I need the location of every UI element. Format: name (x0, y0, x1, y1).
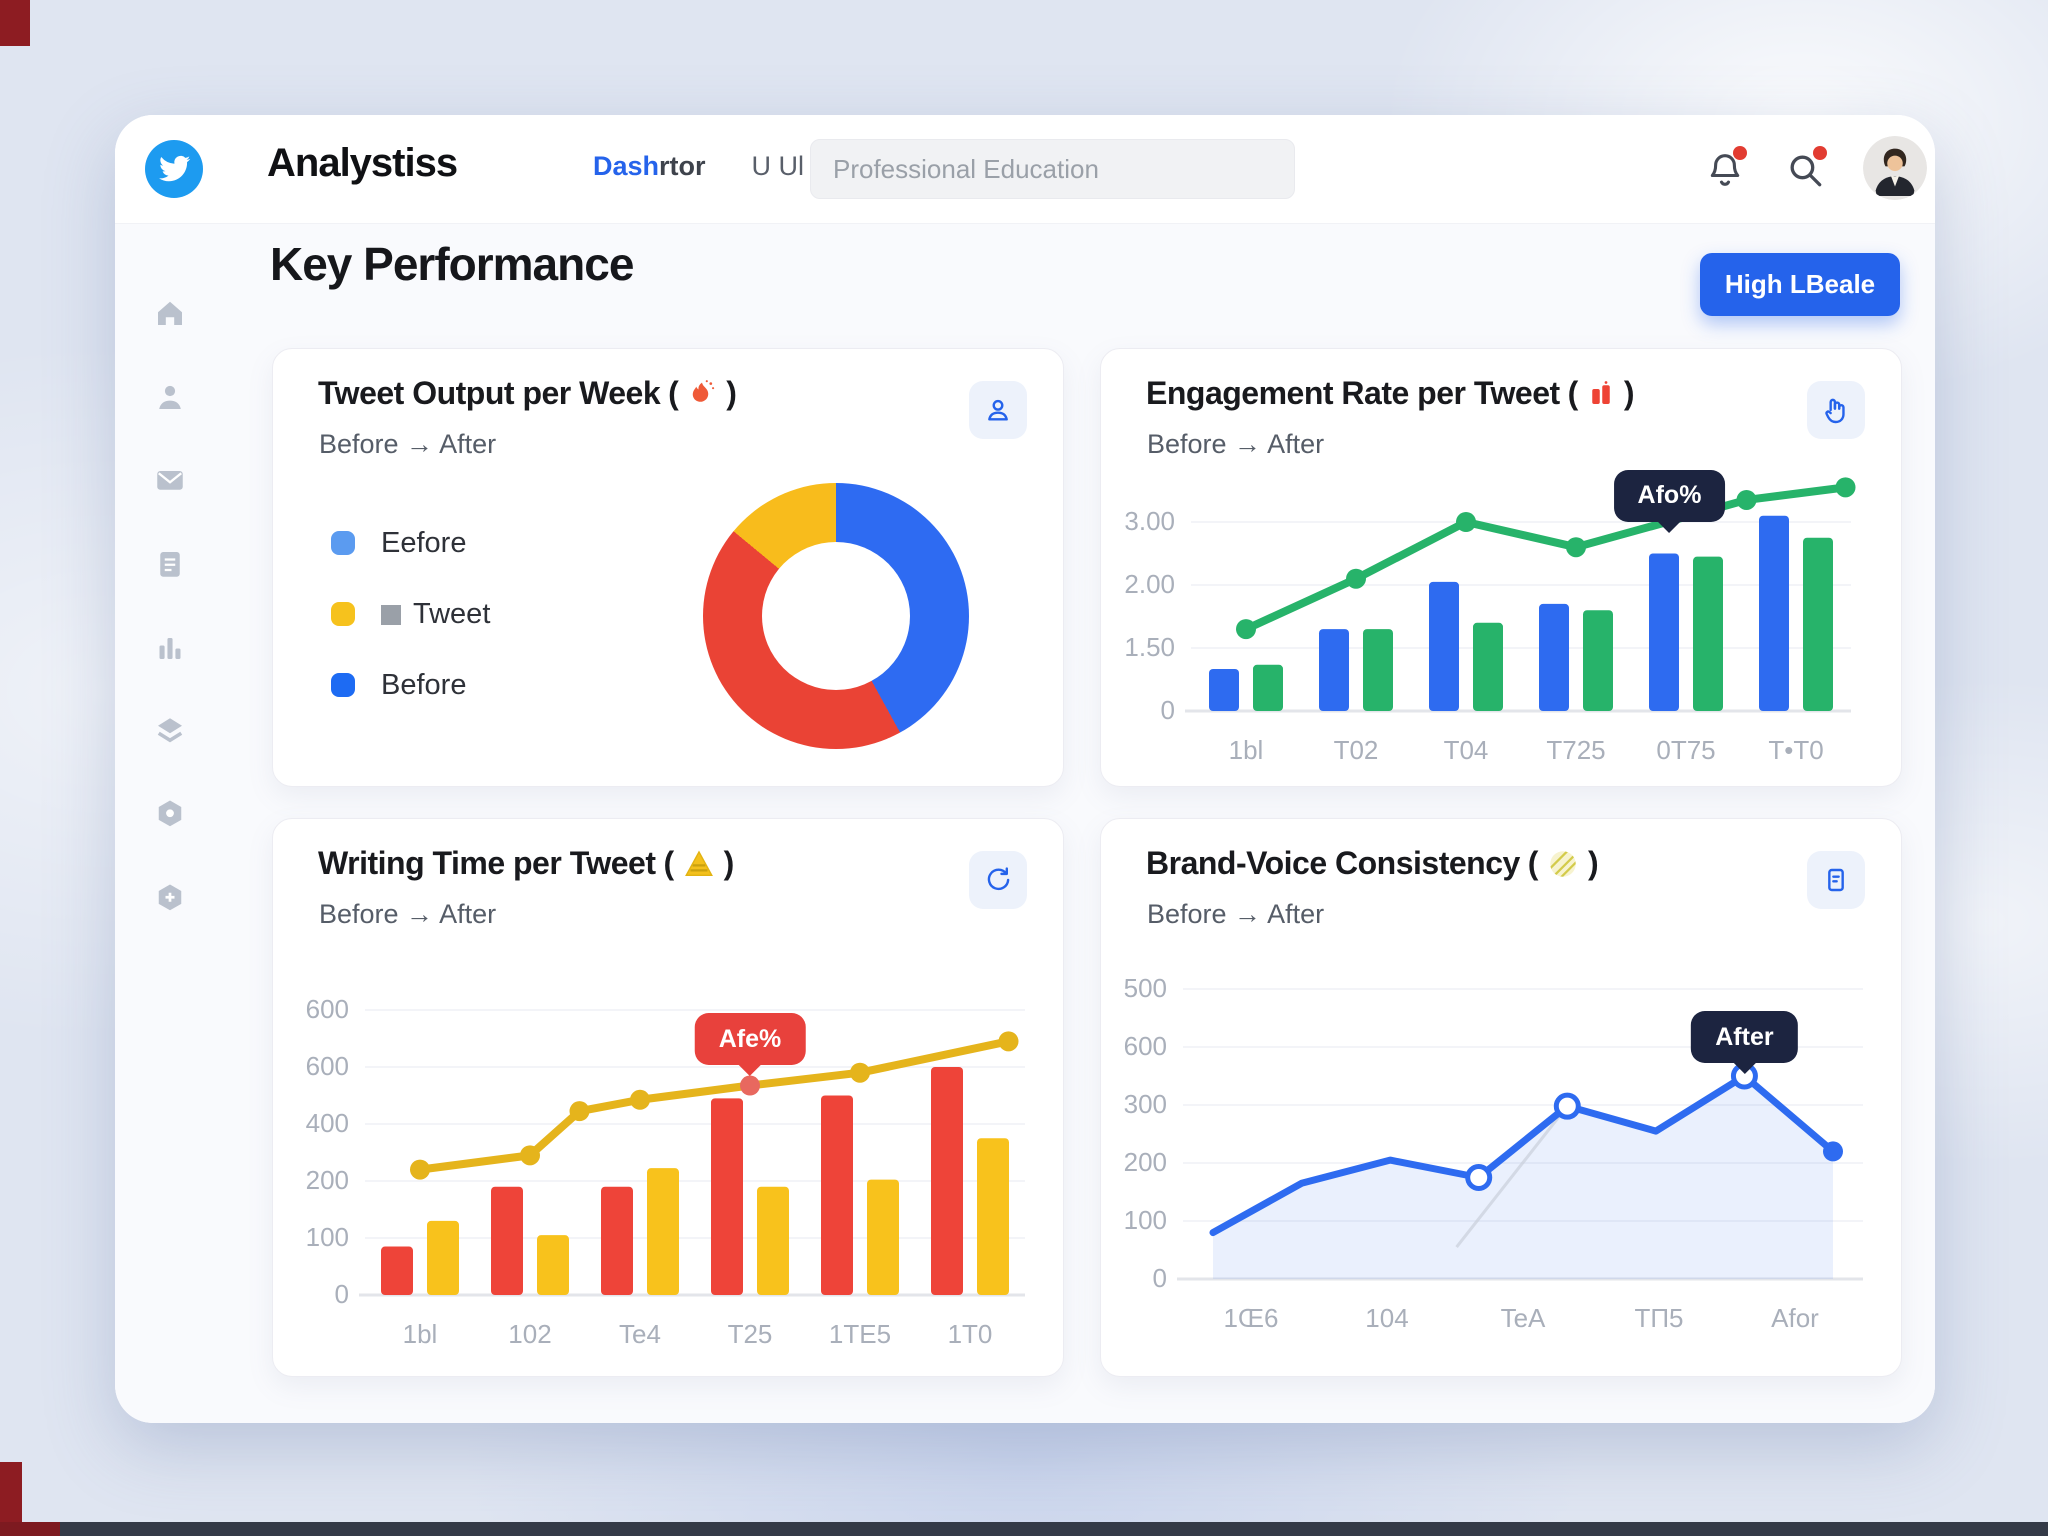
sidebar-item-document[interactable] (152, 546, 188, 582)
y-axis-label: 0 (1160, 695, 1175, 725)
y-axis-label: 1.50 (1124, 632, 1175, 662)
card-action-person-button[interactable] (969, 381, 1027, 439)
decor-bottom-strip (0, 1522, 2048, 1536)
card-title: Tweet Output per Week (318, 375, 661, 411)
top-bar: Analystiss Dashrtor U Ul (115, 115, 1935, 224)
legend-item: Tweet (331, 592, 490, 636)
y-axis-label: 3.00 (1124, 506, 1175, 536)
legend-dot (331, 602, 355, 626)
legend-gray-square (381, 604, 401, 625)
twitter-logo-icon[interactable] (145, 140, 203, 198)
card-title: Brand-Voice Consistency (1146, 845, 1520, 881)
card-title: Writing Time per Tweet (318, 845, 656, 881)
sidebar-item-location[interactable] (152, 796, 188, 832)
nav-item-dashboard[interactable]: Dashrtor (593, 151, 706, 181)
donut-legend: Eefore Tweet Before (331, 521, 490, 734)
chart-tooltip: Afo% (1613, 469, 1726, 522)
chart-tooltip: After (1691, 1011, 1798, 1063)
card-title: Engagement Rate per Tweet (1146, 375, 1560, 411)
app-window: Analystiss Dashrtor U Ul Key Performance… (115, 115, 1935, 1423)
card-subtitle: Before → After (319, 899, 497, 929)
notifications-bell-icon[interactable] (1703, 146, 1747, 192)
card-brand-voice: Brand-Voice Consistency() Before → After… (1100, 818, 1902, 1377)
sidebar-item-layers[interactable] (152, 713, 188, 749)
y-axis-label: 200 (1123, 1147, 1167, 1177)
search-input[interactable] (810, 139, 1295, 199)
donut-chart (703, 483, 969, 749)
y-axis-label: 0 (1152, 1263, 1167, 1293)
legend-dot (331, 673, 355, 697)
card-engagement-rate: Engagement Rate per Tweet() Before → Aft… (1100, 348, 1902, 787)
y-axis-label: 600 (305, 1051, 349, 1081)
y-axis-label: 600 (305, 994, 349, 1024)
sidebar-item-user[interactable] (152, 379, 188, 415)
y-axis-label: 2.00 (1124, 569, 1175, 599)
card-tweet-output: Tweet Output per Week() Before → After E… (272, 348, 1064, 787)
legend-item: Before (331, 663, 490, 707)
writing-time-bar-chart: Afe% 0 100 200 400 600 600 1bl 102 Te4 T25 1TE5 1T0 (306, 994, 1025, 1349)
legend-label: Eefore (381, 526, 467, 559)
y-axis-label: 300 (1123, 1089, 1167, 1119)
engagement-bar-chart: Afo% 0 1.50 2.00 3.00 1bl T02 T04 T725 0T75 T•T0 (1124, 469, 1856, 765)
card-writing-time: Writing Time per Tweet() Before → After … (272, 818, 1064, 1377)
x-axis-labels: 1Œ6 104 TeA TП5 Afor (1223, 1303, 1819, 1333)
x-axis-labels: 1bl T02 T04 T725 0T75 T•T0 (1228, 735, 1824, 765)
decor-top-left (0, 0, 30, 46)
decor-bottom-strip-red (0, 1522, 60, 1536)
app-title: Analystiss (267, 141, 458, 185)
fire-icon (686, 378, 718, 410)
y-axis-label: 500 (1123, 973, 1167, 1003)
sidebar-item-home[interactable] (152, 295, 188, 331)
page-title: Key Performance (270, 238, 634, 290)
notification-badge (1733, 146, 1747, 160)
chart-tooltip: Afe% (694, 1013, 806, 1066)
card-action-pointer-button[interactable] (1807, 381, 1865, 439)
search-badge (1813, 146, 1827, 160)
yellow-triangle-icon (682, 847, 716, 881)
top-nav: Dashrtor U Ul (593, 151, 804, 182)
card-subtitle: Before → After (1147, 429, 1325, 459)
red-chart-icon (1586, 379, 1616, 409)
brand-voice-area-chart: After 0 100 200 300 600 500 1Œ6 104 TeA TП5 Afor (1124, 973, 1863, 1333)
legend-item: Eefore (331, 521, 490, 565)
decor-bottom-left (0, 1462, 22, 1522)
card-subtitle: Before → After (1147, 899, 1325, 929)
primary-action-button[interactable]: High LBeale (1700, 253, 1900, 316)
sidebar-item-mail[interactable] (152, 462, 188, 498)
x-axis-labels: 1bl 102 Te4 T25 1TE5 1T0 (402, 1319, 993, 1349)
sidebar (115, 223, 225, 1423)
y-axis-label: 0 (334, 1279, 349, 1309)
sidebar-item-settings[interactable] (152, 880, 188, 916)
y-axis-label: 100 (1123, 1205, 1167, 1235)
card-subtitle: Before → After (319, 429, 497, 459)
legend-dot (331, 531, 355, 555)
y-axis-label: 100 (305, 1222, 349, 1252)
nav-item-ui[interactable]: U Ul (751, 151, 805, 181)
card-action-recycle-button[interactable] (969, 851, 1027, 909)
sidebar-item-chart[interactable] (152, 629, 188, 665)
y-axis-label: 600 (1123, 1031, 1167, 1061)
hatched-circle-icon (1546, 847, 1580, 881)
y-axis-label: 400 (305, 1108, 349, 1138)
y-axis-label: 200 (305, 1165, 349, 1195)
search-icon[interactable] (1783, 146, 1827, 192)
legend-label: Before (381, 668, 467, 701)
card-action-document-button[interactable] (1807, 851, 1865, 909)
legend-label: Tweet (381, 598, 490, 631)
user-avatar[interactable] (1863, 136, 1927, 200)
